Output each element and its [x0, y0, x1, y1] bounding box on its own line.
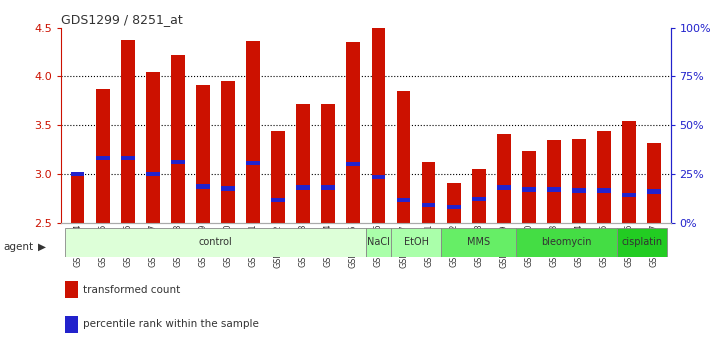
Bar	[65, 228, 366, 257]
Bar	[516, 228, 616, 257]
Bar	[447, 183, 461, 223]
Bar	[221, 81, 235, 223]
Bar	[146, 72, 159, 223]
Bar	[121, 40, 135, 223]
Bar	[246, 161, 260, 165]
Text: bleomycin: bleomycin	[541, 237, 592, 247]
Bar	[121, 156, 135, 160]
Bar	[196, 85, 210, 223]
Bar	[171, 160, 185, 164]
Bar	[441, 228, 516, 257]
Bar	[622, 193, 636, 197]
Bar	[572, 188, 586, 193]
Bar	[71, 171, 84, 176]
Bar	[347, 42, 360, 223]
Bar	[497, 134, 510, 223]
Bar	[597, 131, 611, 223]
Bar	[397, 91, 410, 223]
Bar	[146, 171, 159, 176]
Text: ▶: ▶	[37, 242, 45, 252]
Bar	[322, 104, 335, 223]
Text: transformed count: transformed count	[83, 285, 180, 295]
Bar	[547, 140, 561, 223]
Bar	[391, 228, 441, 257]
Bar	[572, 139, 586, 223]
Text: MMS: MMS	[467, 237, 490, 247]
Bar	[221, 186, 235, 190]
Text: EtOH: EtOH	[404, 237, 428, 247]
Bar	[622, 121, 636, 223]
Bar	[647, 189, 661, 194]
Bar	[271, 131, 285, 223]
Bar	[597, 188, 611, 193]
Text: control: control	[198, 237, 232, 247]
Bar	[616, 228, 667, 257]
Bar	[296, 104, 310, 223]
Bar	[366, 228, 391, 257]
Bar	[196, 184, 210, 189]
Bar	[171, 55, 185, 223]
Bar	[371, 28, 385, 223]
Bar	[96, 156, 110, 160]
Bar	[422, 162, 435, 223]
Bar	[522, 151, 536, 223]
Bar	[422, 203, 435, 207]
Bar	[71, 174, 84, 223]
Bar	[497, 185, 510, 190]
Text: percentile rank within the sample: percentile rank within the sample	[83, 319, 259, 329]
Bar	[522, 187, 536, 191]
Bar	[472, 197, 486, 201]
Text: cisplatin: cisplatin	[621, 237, 663, 247]
Bar	[271, 198, 285, 202]
Bar	[371, 175, 385, 179]
Bar	[472, 169, 486, 223]
Bar	[96, 89, 110, 223]
Text: NaCl: NaCl	[367, 237, 390, 247]
Bar	[347, 162, 360, 166]
Bar	[647, 142, 661, 223]
Bar	[547, 187, 561, 191]
Bar	[296, 185, 310, 190]
Text: agent: agent	[4, 242, 34, 252]
Bar	[322, 185, 335, 190]
Bar	[246, 41, 260, 223]
Bar	[447, 205, 461, 209]
Text: GDS1299 / 8251_at: GDS1299 / 8251_at	[61, 13, 183, 27]
Bar	[397, 198, 410, 202]
